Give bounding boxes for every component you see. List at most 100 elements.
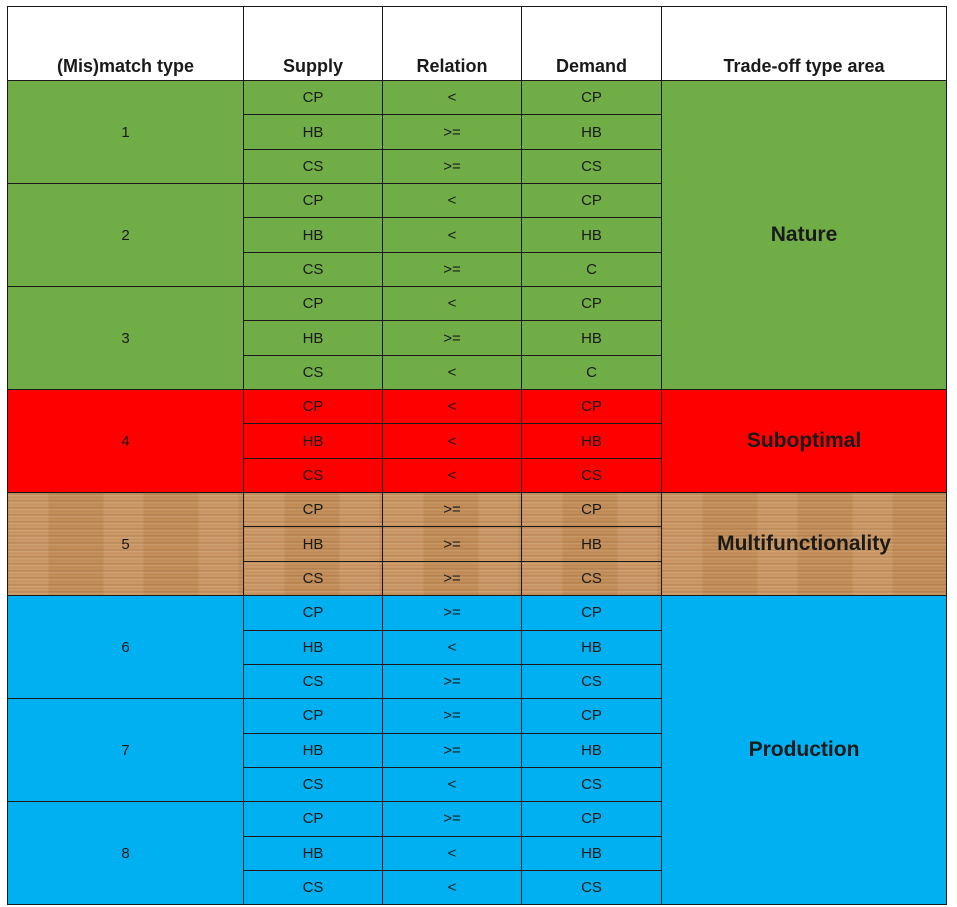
- header-supply: Supply: [243, 6, 383, 81]
- table-row: HB < HB: [8, 423, 947, 459]
- table-row: HB < HB: [8, 629, 947, 665]
- supply-cell: CS: [243, 354, 383, 391]
- trade-off-area-cell: Multifunctionality: [661, 492, 947, 597]
- mismatch-table: (Mis)match type Supply Relation Demand T…: [7, 6, 947, 906]
- table-row: CS >= CS: [8, 148, 947, 185]
- header-demand: Demand: [521, 6, 662, 81]
- demand-cell: CP: [521, 79, 662, 116]
- demand-cell: CP: [521, 183, 662, 219]
- supply-cell: HB: [243, 835, 383, 871]
- mismatch-type-cell: 1: [7, 79, 244, 185]
- table-row: 4 CP < CP Suboptimal: [7, 389, 947, 494]
- table-row: CS >= CS: [8, 560, 947, 597]
- demand-cell: HB: [521, 835, 662, 871]
- supply-cell: CS: [243, 148, 383, 185]
- table-row: 5 CP >= CP Multifunctionality: [7, 492, 947, 597]
- relation-cell: >=: [382, 148, 522, 185]
- demand-cell: CS: [521, 148, 662, 185]
- table-row: CS < CS: [8, 869, 947, 906]
- relation-cell: <: [382, 286, 522, 322]
- relation-cell: >=: [382, 698, 522, 734]
- supply-cell: CS: [243, 457, 383, 494]
- demand-cell: CP: [521, 801, 662, 837]
- mismatch-type-cell: 8: [7, 801, 244, 906]
- relation-cell: >=: [382, 251, 522, 288]
- header-trade-off-area: Trade-off type area: [661, 6, 947, 81]
- demand-cell: HB: [521, 732, 662, 768]
- table-row: CS < CS: [8, 457, 947, 494]
- supply-cell: HB: [243, 526, 383, 562]
- supply-cell: CP: [243, 286, 383, 322]
- demand-cell: HB: [521, 217, 662, 253]
- demand-cell: CP: [521, 595, 662, 631]
- supply-cell: CS: [243, 251, 383, 288]
- table-row: 6 CP >= CP Production: [7, 595, 947, 906]
- demand-cell: C: [521, 251, 662, 288]
- supply-cell: CS: [243, 663, 383, 700]
- relation-cell: <: [382, 354, 522, 391]
- mismatch-type-cell: 3: [7, 286, 244, 391]
- relation-cell: >=: [382, 595, 522, 631]
- supply-cell: CS: [243, 869, 383, 906]
- relation-cell: >=: [382, 320, 522, 356]
- supply-cell: CP: [243, 79, 383, 116]
- demand-cell: CS: [521, 663, 662, 700]
- table-row: CS < C: [8, 354, 947, 391]
- relation-cell: <: [382, 217, 522, 253]
- demand-cell: HB: [521, 114, 662, 150]
- header-row: (Mis)match type Supply Relation Demand T…: [7, 6, 947, 81]
- header-mismatch-type: (Mis)match type: [7, 6, 244, 81]
- demand-cell: CS: [521, 766, 662, 803]
- relation-cell: <: [382, 457, 522, 494]
- table-row: 7 CP >= CP: [7, 698, 947, 803]
- relation-cell: <: [382, 79, 522, 116]
- demand-cell: CP: [521, 492, 662, 528]
- relation-cell: <: [382, 389, 522, 425]
- supply-cell: CS: [243, 766, 383, 803]
- table-row: HB >= HB: [8, 114, 947, 150]
- demand-cell: CP: [521, 286, 662, 322]
- demand-cell: HB: [521, 526, 662, 562]
- relation-cell: <: [382, 835, 522, 871]
- supply-cell: HB: [243, 732, 383, 768]
- relation-cell: >=: [382, 526, 522, 562]
- table-row: CS < CS: [8, 766, 947, 803]
- demand-cell: HB: [521, 320, 662, 356]
- supply-cell: CP: [243, 698, 383, 734]
- trade-off-area-cell: Production: [661, 595, 947, 906]
- supply-cell: HB: [243, 114, 383, 150]
- trade-off-area-cell: Suboptimal: [661, 389, 947, 494]
- relation-cell: >=: [382, 114, 522, 150]
- supply-cell: CP: [243, 595, 383, 631]
- table-row: 8 CP >= CP: [7, 801, 947, 906]
- table-row: 2 CP < CP: [7, 183, 947, 288]
- mismatch-type-cell: 7: [7, 698, 244, 803]
- relation-cell: >=: [382, 732, 522, 768]
- supply-cell: CP: [243, 389, 383, 425]
- table-row: HB >= HB: [8, 320, 947, 356]
- demand-cell: HB: [521, 629, 662, 665]
- demand-cell: CS: [521, 869, 662, 906]
- supply-cell: HB: [243, 629, 383, 665]
- supply-cell: HB: [243, 423, 383, 459]
- table-body: 1 CP < CP Nature HB >= HB CS >= CS 2 CP < CP HB < HB CS >= C…: [7, 79, 947, 906]
- demand-cell: CP: [521, 698, 662, 734]
- demand-cell: C: [521, 354, 662, 391]
- mismatch-type-cell: 5: [7, 492, 244, 597]
- mismatch-type-cell: 4: [7, 389, 244, 494]
- demand-cell: CS: [521, 457, 662, 494]
- mismatch-type-cell: 6: [7, 595, 244, 700]
- mismatch-type-cell: 2: [7, 183, 244, 288]
- header-relation: Relation: [382, 6, 522, 81]
- demand-cell: CP: [521, 389, 662, 425]
- relation-cell: >=: [382, 492, 522, 528]
- supply-cell: HB: [243, 217, 383, 253]
- table-row: HB < HB: [8, 217, 947, 253]
- table-row: CS >= CS: [8, 663, 947, 700]
- table-row: 3 CP < CP: [7, 286, 947, 391]
- supply-cell: CP: [243, 801, 383, 837]
- table-row: HB < HB: [8, 835, 947, 871]
- relation-cell: >=: [382, 560, 522, 597]
- relation-cell: <: [382, 629, 522, 665]
- supply-cell: HB: [243, 320, 383, 356]
